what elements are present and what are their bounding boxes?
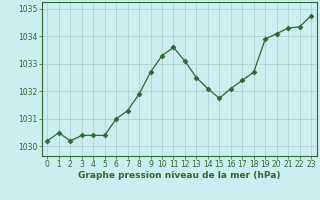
X-axis label: Graphe pression niveau de la mer (hPa): Graphe pression niveau de la mer (hPa): [78, 171, 280, 180]
